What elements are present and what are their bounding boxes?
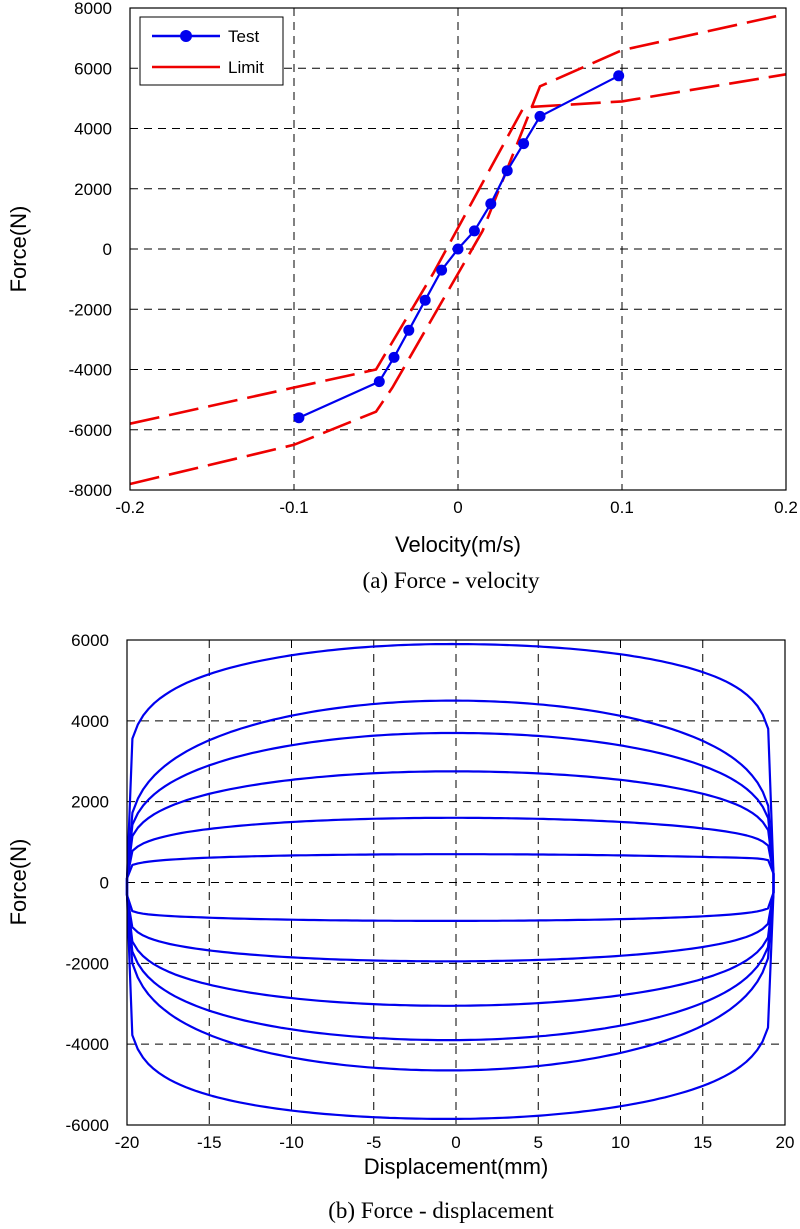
b-x-tick-label: 20 bbox=[776, 1133, 795, 1152]
test-point bbox=[403, 324, 415, 336]
a-x-tick-label: 0 bbox=[453, 498, 462, 517]
plot-frame-a bbox=[129, 7, 787, 491]
b-x-tick-label: -15 bbox=[197, 1133, 222, 1152]
force-displacement-chart: -20 -15 -10 -5 0 5 10 15 20 -6000 -4000 -2000 0 2000 4… bbox=[6, 631, 794, 1223]
b-x-tick-label: 0 bbox=[451, 1133, 460, 1152]
x-axis-label-b: Displacement(mm) bbox=[364, 1154, 549, 1179]
legend-limit-label: Limit bbox=[228, 58, 264, 77]
a-y-tick-label: 2000 bbox=[74, 180, 112, 199]
b-x-tick-label: 10 bbox=[611, 1133, 630, 1152]
legend: Test Limit bbox=[139, 16, 284, 86]
b-x-tick-label: 5 bbox=[534, 1133, 543, 1152]
test-point bbox=[485, 198, 497, 210]
limit-line-2 bbox=[129, 12, 787, 486]
test-point bbox=[468, 225, 480, 237]
b-x-tick-label: -20 bbox=[115, 1133, 140, 1152]
legend-test-marker bbox=[180, 30, 192, 42]
limit-line-1 bbox=[129, 73, 787, 425]
test-point bbox=[419, 294, 431, 306]
b-y-tick-label: -6000 bbox=[66, 1116, 109, 1135]
test-point bbox=[388, 351, 400, 363]
series-a bbox=[129, 12, 787, 486]
test-point bbox=[534, 110, 546, 122]
b-y-tick-label: 6000 bbox=[71, 631, 109, 650]
caption-a: (a) Force - velocity bbox=[363, 568, 540, 593]
x-axis-label-a: Velocity(m/s) bbox=[395, 532, 521, 557]
test-point bbox=[501, 165, 513, 177]
b-x-tick-label: 15 bbox=[693, 1133, 712, 1152]
test-point bbox=[518, 138, 530, 150]
a-y-tick-label: 6000 bbox=[74, 59, 112, 78]
test-point bbox=[436, 264, 448, 276]
b-y-tick-label: 2000 bbox=[71, 793, 109, 812]
hysteresis-loop-6 bbox=[125, 642, 775, 1120]
a-y-tick-label: 4000 bbox=[74, 120, 112, 139]
test-point bbox=[613, 70, 625, 82]
b-y-tick-label: -4000 bbox=[66, 1035, 109, 1054]
plot-frame-b bbox=[126, 639, 786, 1126]
b-y-tick-label: 0 bbox=[100, 874, 109, 893]
y-axis-label-b: Force(N) bbox=[6, 839, 31, 926]
a-y-tick-label: -8000 bbox=[69, 481, 112, 500]
a-x-tick-label: 0.1 bbox=[610, 498, 634, 517]
series-b bbox=[125, 642, 775, 1120]
test-point bbox=[373, 376, 385, 388]
test-point bbox=[452, 243, 464, 255]
legend-box bbox=[139, 16, 284, 86]
a-x-tick-label: -0.2 bbox=[115, 498, 144, 517]
test-point bbox=[293, 412, 305, 424]
y-axis-label-a: Force(N) bbox=[6, 206, 31, 293]
a-y-tick-label: 8000 bbox=[74, 0, 112, 18]
legend-test-label: Test bbox=[228, 27, 259, 46]
a-y-tick-label: 0 bbox=[103, 240, 112, 259]
b-y-tick-label: -2000 bbox=[66, 954, 109, 973]
a-x-tick-label: 0.2 bbox=[774, 498, 798, 517]
force-velocity-chart: -0.2 -0.1 0 0.1 0.2 -8000 -6000 -4000 -2000 0 2000… bbox=[6, 0, 798, 593]
a-y-tick-label: -4000 bbox=[69, 361, 112, 380]
a-y-tick-label: -6000 bbox=[69, 421, 112, 440]
caption-b: (b) Force - displacement bbox=[328, 1198, 554, 1223]
a-y-tick-label: -2000 bbox=[69, 300, 112, 319]
a-x-tick-label: -0.1 bbox=[279, 498, 308, 517]
b-x-tick-label: -5 bbox=[366, 1133, 381, 1152]
b-x-tick-label: -10 bbox=[279, 1133, 304, 1152]
b-y-tick-label: 4000 bbox=[71, 712, 109, 731]
grid-b bbox=[127, 640, 785, 1125]
ticks-b: -20 -15 -10 -5 0 5 10 15 20 -6000 -4000 -2000 0 2000 4… bbox=[66, 631, 795, 1152]
ticks-a: -0.2 -0.1 0 0.1 0.2 -8000 -6000 -4000 -2000 0 2000… bbox=[69, 0, 798, 517]
